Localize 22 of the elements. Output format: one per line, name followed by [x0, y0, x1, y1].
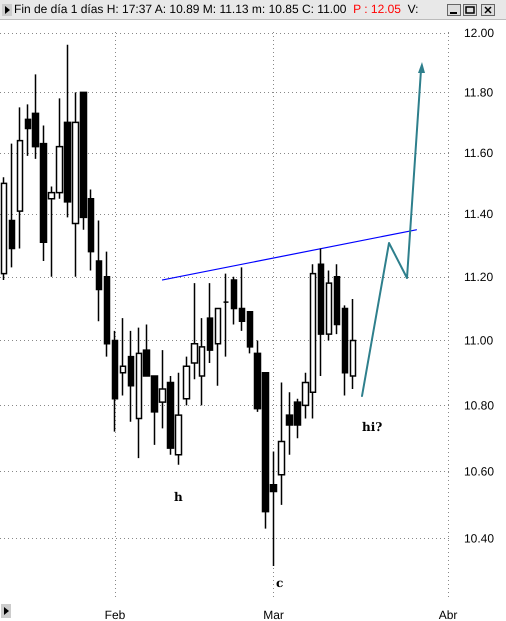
annotation: c — [276, 576, 284, 590]
chart-title: Fin de día 1 días H: 17:37 A: 10.89 M: 11.13 m: 10.85 C: 11.00 — [14, 2, 346, 16]
x-tick-label: Feb — [104, 608, 126, 621]
y-tick-label: 11.20 — [464, 270, 494, 284]
y-tick-label: 11.00 — [464, 333, 494, 348]
y-tick-label: 10.40 — [464, 532, 494, 546]
candlestick — [16, 106, 24, 250]
y-tick-label: 11.80 — [464, 85, 494, 100]
y-tick-label: 10.60 — [464, 464, 494, 478]
y-tick-label: 11.40 — [464, 207, 494, 222]
annotation: h — [174, 490, 183, 504]
x-tick-label: Abr — [438, 608, 458, 621]
y-tick-label: 10.80 — [464, 398, 494, 412]
candlestick — [222, 272, 230, 358]
x-tick-label: Mar — [263, 608, 284, 621]
y-tick-label: 11.60 — [464, 146, 494, 160]
text: V: — [406, 2, 418, 16]
chart-subtitle: P : 12.05 — [352, 2, 401, 16]
y-tick-label: 12.00 — [464, 26, 494, 40]
candlestick — [278, 382, 286, 506]
annotation: hi? — [362, 420, 382, 434]
candlestick — [182, 356, 190, 406]
